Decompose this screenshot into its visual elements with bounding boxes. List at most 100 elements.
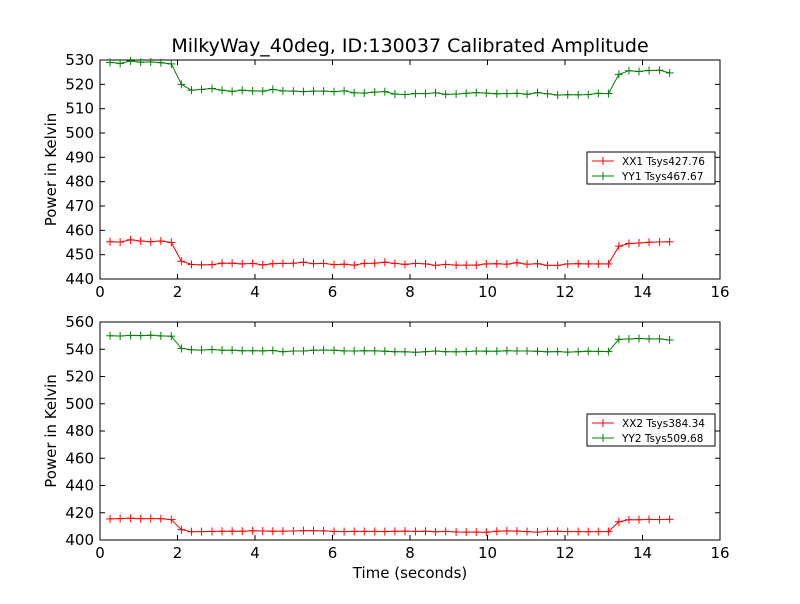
data-point <box>228 87 237 96</box>
data-point <box>340 86 349 95</box>
data-point <box>441 260 450 269</box>
y-tick-label: 480 <box>65 173 94 191</box>
data-point <box>268 527 277 536</box>
series-line <box>110 517 670 533</box>
data-point <box>452 527 461 536</box>
data-point <box>624 515 633 524</box>
data-point <box>156 514 165 523</box>
legend-box <box>586 151 716 185</box>
data-point <box>594 347 603 356</box>
data-point <box>635 67 644 76</box>
data-point <box>156 331 165 340</box>
data-point <box>655 66 664 75</box>
data-point <box>523 90 532 99</box>
data-point <box>472 347 481 356</box>
data-point <box>278 527 287 536</box>
data-point <box>309 259 318 268</box>
data-point <box>309 87 318 96</box>
x-tick-label: 2 <box>173 544 183 562</box>
figure-title: MilkyWay_40deg, ID:130037 Calibrated Amp… <box>171 35 648 57</box>
data-point <box>665 237 674 246</box>
y-tick-label: 440 <box>65 270 94 288</box>
data-point <box>228 346 237 355</box>
data-point <box>604 527 613 536</box>
data-point <box>635 334 644 343</box>
data-point <box>400 90 409 99</box>
data-point <box>258 527 267 536</box>
data-point <box>523 527 532 536</box>
x-tick-label: 4 <box>250 283 260 301</box>
series-xx1 <box>106 235 674 270</box>
data-point <box>197 85 206 94</box>
data-point <box>452 347 461 356</box>
data-point <box>187 527 196 536</box>
x-tick-label: 16 <box>710 283 729 301</box>
data-point <box>421 89 430 98</box>
data-point <box>512 527 521 536</box>
data-point <box>319 346 328 355</box>
data-point <box>136 514 145 523</box>
y-tick-label: 440 <box>65 477 94 495</box>
data-point <box>380 527 389 536</box>
data-point <box>197 346 206 355</box>
y-tick-label: 500 <box>65 395 94 413</box>
data-point <box>126 514 135 523</box>
data-point <box>533 259 542 268</box>
data-point <box>665 335 674 344</box>
data-point <box>614 242 623 251</box>
data-point <box>299 526 308 535</box>
data-point <box>360 259 369 268</box>
x-tick-label: 16 <box>710 544 729 562</box>
data-point <box>228 259 237 268</box>
data-point <box>340 260 349 269</box>
data-point <box>614 335 623 344</box>
data-point <box>146 514 155 523</box>
data-point <box>126 56 135 65</box>
series-yy1 <box>106 56 674 100</box>
data-point <box>116 332 125 341</box>
data-point <box>340 346 349 355</box>
data-point <box>330 87 339 96</box>
series-yy2 <box>106 331 674 357</box>
data-point <box>533 528 542 537</box>
plot-panel-1: 0 2 4 6 8 10 12 14 16 440 450 460 470 480 490 500 510 520… <box>42 51 730 301</box>
data-point <box>207 345 216 354</box>
x-tick-label: 6 <box>328 544 338 562</box>
legend-item: XX1 Tsys427.76 <box>592 156 705 168</box>
x-tick-label: 0 <box>95 283 105 301</box>
data-point <box>116 238 125 247</box>
data-point <box>492 347 501 356</box>
legend: XX2 Tsys384.34 YY2 Tsys509.68 <box>586 413 716 447</box>
data-point <box>360 346 369 355</box>
data-point <box>167 332 176 341</box>
data-point <box>400 527 409 536</box>
data-point <box>431 88 440 97</box>
data-point <box>187 86 196 95</box>
data-point <box>258 87 267 96</box>
data-point <box>431 527 440 536</box>
y-axis-label: Power in Kelvin <box>42 113 60 227</box>
data-point <box>584 259 593 268</box>
data-point <box>390 259 399 268</box>
x-tick-label: 8 <box>405 283 415 301</box>
data-point <box>635 515 644 524</box>
legend-box <box>586 413 716 447</box>
data-point <box>177 525 186 534</box>
data-point <box>574 259 583 268</box>
legend-label: XX1 Tsys427.76 <box>622 156 705 168</box>
data-point <box>543 261 552 270</box>
data-point <box>563 259 572 268</box>
data-point <box>604 259 613 268</box>
y-tick-label: 560 <box>65 313 94 331</box>
x-tick-label: 10 <box>478 283 497 301</box>
data-point <box>624 335 633 344</box>
data-point <box>482 89 491 98</box>
data-point <box>350 88 359 97</box>
x-tick-label: 14 <box>633 544 652 562</box>
data-point <box>380 87 389 96</box>
x-axis-label: Time (seconds) <box>352 564 468 582</box>
data-point <box>411 527 420 536</box>
data-point <box>604 347 613 356</box>
data-point <box>563 348 572 357</box>
